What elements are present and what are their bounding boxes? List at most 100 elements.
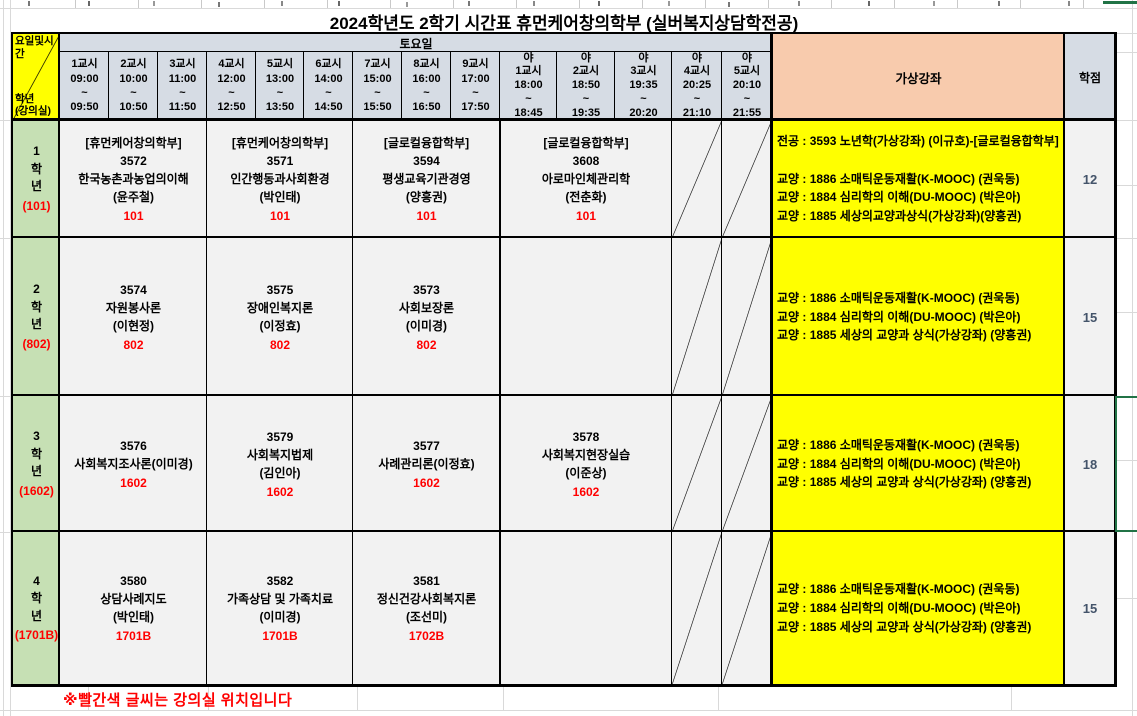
class-cell-r2c4[interactable] [500, 238, 672, 396]
credits-label: 학점 [1078, 70, 1102, 85]
table-border [13, 394, 1115, 396]
credits-cell-r3[interactable]: 18 [1065, 396, 1115, 532]
class-cell-r4c3[interactable]: 3581 정신건강사회복지론 (조선미) 1702B [353, 532, 500, 685]
grade-3-header-cell[interactable]: 3 학 년 (1602) [13, 396, 60, 532]
class-cell-r3c4[interactable]: 3578 사회복지현장실습 (이준상) 1602 [500, 396, 672, 532]
corner-label-top: 요일및시간 [15, 35, 54, 60]
class-room: 101 [123, 208, 144, 223]
credits-value: 15 [1082, 601, 1098, 616]
class-info: [휴먼케어창의학부] 3571 인간행동과사회환경 (박인태) [230, 135, 330, 204]
virtual-courses-cell-r1[interactable]: 전공 : 3593 노년학(가상강좌) (이규호)-[글로컬융합학부] 교양 :… [772, 120, 1065, 238]
grade-4-header-cell[interactable]: 4 학 년 (1701B) [13, 532, 60, 685]
credits-value: 18 [1082, 456, 1098, 472]
grade-2-header-cell[interactable]: 2 학 년 (802) [13, 238, 60, 396]
class-cell-r1c4[interactable]: [글로컬융합학부] 3608 아로마인체관리학 (전춘화) 101 [500, 120, 672, 238]
empty-diagonal-cell[interactable] [722, 238, 772, 396]
class-cell-r2c3[interactable]: 3573 사회보장론 (이미경) 802 [353, 238, 500, 396]
period-header-cell-6[interactable]: 6교시 14:00 ~ 14:50 [304, 52, 353, 120]
empty-diagonal-cell[interactable] [672, 238, 722, 396]
class-cell-r2c2[interactable]: 3575 장애인복지론 (이정효) 802 [207, 238, 353, 396]
gridline [0, 238, 13, 239]
class-info: 3577 사례관리론(이정효) [378, 438, 475, 471]
period-header-cell-4[interactable]: 4교시 12:00 ~ 12:50 [207, 52, 256, 120]
virtual-courses-cell-r2[interactable]: 교양 : 1886 소매틱운동재활(K-MOOC) (권욱동) 교양 : 188… [772, 238, 1065, 396]
gridline [1011, 687, 1012, 710]
period-header-cell-2[interactable]: 2교시 10:00 ~ 10:50 [109, 52, 158, 120]
credits-cell-r1[interactable]: 12 [1065, 120, 1115, 238]
empty-diagonal-cell[interactable] [722, 120, 772, 238]
credits-cell-r2[interactable]: 15 [1065, 238, 1115, 396]
period-header-cell-7[interactable]: 7교시 15:00 ~ 15:50 [353, 52, 402, 120]
timetable-title-cell[interactable]: 2024학년도 2학기 시간표 휴먼케어창의학부 (실버복지상담학전공) [13, 8, 1115, 34]
empty-diagonal-cell[interactable] [672, 396, 722, 532]
period-header-cell-3[interactable]: 3교시 11:00 ~ 11:50 [158, 52, 207, 120]
class-cell-r3c3[interactable]: 3577 사례관리론(이정효) 1602 [353, 396, 500, 532]
class-cell-r2c1[interactable]: 3574 자원봉사론 (이현정) 802 [60, 238, 207, 396]
gridline [0, 710, 1137, 711]
period-header-cell-8[interactable]: 8교시 16:00 ~ 16:50 [402, 52, 451, 120]
gridline [0, 8, 1137, 9]
class-info: 3580 상담사례지도 (박인태) [100, 574, 167, 624]
class-room: 1602 [120, 475, 147, 490]
table-border [58, 34, 60, 685]
period-header-cell-1[interactable]: 1교시 09:00 ~ 09:50 [60, 52, 109, 120]
class-info: 3581 정신건강사회복지론 (조선미) [376, 574, 477, 624]
virtual-courses-cell-r4[interactable]: 교양 : 1886 소매틱운동재활(K-MOOC) (권욱동) 교양 : 188… [772, 532, 1065, 685]
night-period-header-cell-5[interactable]: 야 5교시 20:10 ~ 21:55 [722, 52, 772, 120]
night-period-header-cell-1[interactable]: 야 1교시 18:00 ~ 18:45 [500, 52, 557, 120]
cutoff-text-marks [28, 1, 30, 6]
empty-diagonal-cell[interactable] [722, 396, 772, 532]
empty-diagonal-cell[interactable] [722, 532, 772, 685]
class-room: 1701B [262, 629, 298, 643]
class-cell-r4c1[interactable]: 3580 상담사례지도 (박인태) 1701B [60, 532, 207, 685]
class-info: 3575 장애인복지론 (이정효) [246, 282, 314, 333]
class-room: 1602 [572, 484, 600, 499]
class-cell-r3c2[interactable]: 3579 사회복지법제 (김인아) 1602 [207, 396, 353, 532]
table-border [13, 236, 1115, 238]
selection-edge-indicator [1103, 1, 1137, 4]
class-cell-r4c4[interactable] [500, 532, 672, 685]
class-cell-r4c2[interactable]: 3582 가족상담 및 가족치료 (이미경) 1701B [207, 532, 353, 685]
virtual-courses-cell-r3[interactable]: 교양 : 1886 소매틱운동재활(K-MOOC) (권욱동) 교양 : 188… [772, 396, 1065, 532]
class-info: 3578 사회복지현장실습 (이준상) [541, 429, 631, 480]
class-info: [휴먼케어창의학부] 3572 한국농촌과농업의이해 (윤주철) [78, 135, 189, 204]
class-room: 802 [416, 337, 437, 352]
class-info: 3573 사회보장론 (이미경) [398, 282, 455, 333]
gridline [1115, 185, 1137, 186]
class-info: [글로컬융합학부] 3608 아로마인체관리학 (전춘화) [541, 135, 631, 204]
night-period-header-cell-2[interactable]: 야 2교시 18:50 ~ 19:35 [557, 52, 615, 120]
saturday-label: 토요일 [399, 36, 433, 51]
class-info: [글로컬융합학부] 3594 평생교육기관경영 (양흥권) [382, 135, 471, 204]
period-header-cell-9[interactable]: 9교시 17:00 ~ 17:50 [451, 52, 500, 120]
empty-diagonal-cell[interactable] [672, 532, 722, 685]
class-cell-r3c1[interactable]: 3576 사회복지조사론(이미경) 1602 [60, 396, 207, 532]
grade-room-label: (101) [22, 198, 51, 213]
class-cell-r1c1[interactable]: [휴먼케어창의학부] 3572 한국농촌과농업의이해 (윤주철) 101 [60, 120, 207, 238]
gridline [1115, 238, 1137, 239]
empty-diagonal-cell[interactable] [672, 120, 722, 238]
table-border [13, 530, 1115, 532]
grade-room-label: (802) [22, 336, 51, 351]
credits-header-cell[interactable]: 학점 [1065, 34, 1115, 120]
selected-cell-border [1115, 396, 1137, 532]
credits-value: 12 [1082, 171, 1098, 187]
gridline [88, 687, 89, 710]
night-period-header-cell-4[interactable]: 야 4교시 20:25 ~ 21:10 [672, 52, 722, 120]
night-period-header-cell-3[interactable]: 야 3교시 19:35 ~ 20:20 [615, 52, 672, 120]
corner-cell[interactable]: 요일및시간 학년 (강의실) [13, 34, 60, 120]
virtual-lecture-label: 가상강좌 [895, 71, 942, 86]
credits-cell-r4[interactable]: 15 [1065, 532, 1115, 685]
class-room: 802 [269, 337, 291, 352]
grade-1-header-cell[interactable]: 1 학 년 (101) [13, 120, 60, 238]
period-header-cell-5[interactable]: 5교시 13:00 ~ 13:50 [256, 52, 304, 120]
virtual-courses-text: 전공 : 3593 노년학(가상강좌) (이규호)-[글로컬융합학부] 교양 :… [777, 133, 1059, 224]
class-cell-r1c2[interactable]: [휴먼케어창의학부] 3571 인간행동과사회환경 (박인태) 101 [207, 120, 353, 238]
class-cell-r1c3[interactable]: [글로컬융합학부] 3594 평생교육기관경영 (양흥권) 101 [353, 120, 500, 238]
saturday-header-cell[interactable]: 토요일 [60, 34, 772, 52]
grade-label: 2 학 년 [30, 282, 43, 332]
class-room: 1602 [266, 484, 294, 499]
table-border [13, 118, 1115, 121]
footnote[interactable]: ※빨간색 글씨는 강의실 위치입니다 [63, 692, 293, 709]
virtual-lecture-header-cell[interactable]: 가상강좌 [772, 34, 1065, 120]
gridline [3, 0, 4, 716]
